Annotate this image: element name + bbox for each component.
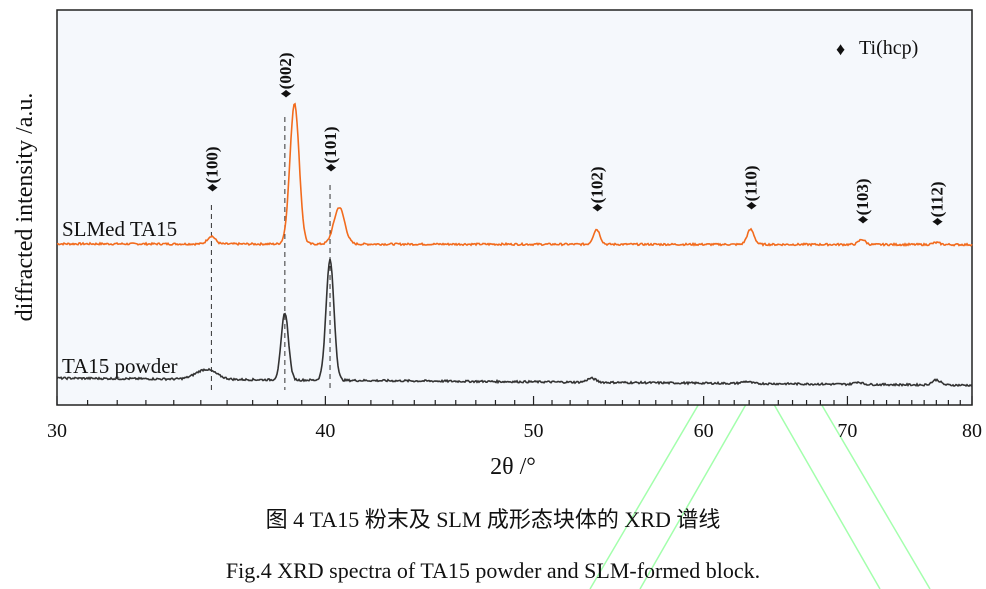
legend-marker: ♦ <box>836 39 845 59</box>
x-tick-label: 40 <box>315 420 335 442</box>
peak-label: ♦(112) <box>927 181 946 226</box>
x-tick-label: 30 <box>47 420 67 442</box>
x-tick-label: 50 <box>524 420 544 442</box>
y-axis-label: diffracted intensity /a.u. <box>12 93 38 322</box>
peak-label: ♦(002) <box>276 53 295 99</box>
series-label-powder: TA15 powder <box>62 354 178 378</box>
legend-label: Ti(hcp) <box>859 37 918 59</box>
series-lines <box>56 102 973 388</box>
peak-label: ♦(110) <box>742 165 761 210</box>
caption-chinese: 图 4 TA15 粉末及 SLM 成形态块体的 XRD 谱线 <box>266 507 721 532</box>
x-tick-label: 60 <box>694 420 714 442</box>
plot-area <box>56 9 973 406</box>
legend: ♦ Ti(hcp) <box>836 37 918 59</box>
caption-english: Fig.4 XRD spectra of TA15 powder and SLM… <box>226 558 760 583</box>
x-axis-ticks: 30 40 50 60 70 80 <box>47 396 982 442</box>
series-line-slmed <box>56 102 973 247</box>
peak-label: ♦(100) <box>202 147 221 193</box>
peak-label: ♦(101) <box>321 127 340 173</box>
peak-label: ♦(103) <box>853 179 872 225</box>
x-tick-label: 70 <box>837 420 857 442</box>
x-tick-label: 80 <box>962 420 982 442</box>
series-label-slmed: SLMed TA15 <box>62 217 177 241</box>
x-axis-label: 2θ /° <box>490 454 536 480</box>
series-line-powder <box>56 258 973 388</box>
peak-annotations: ♦(100) ♦(002) ♦(101) ♦(102) ♦(110) ♦(103) ♦(11… <box>202 53 946 390</box>
peak-label: ♦(102) <box>588 167 607 213</box>
